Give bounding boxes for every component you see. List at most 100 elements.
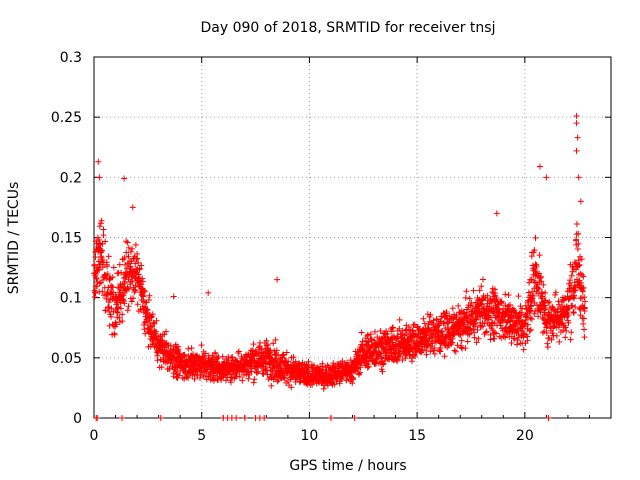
data-point [197, 374, 204, 381]
data-point [493, 330, 500, 337]
data-point [354, 365, 361, 372]
data-point [139, 292, 146, 299]
data-point [396, 325, 403, 332]
data-point [100, 226, 107, 233]
data-point [458, 344, 465, 351]
data-point [104, 263, 111, 270]
data-point [528, 316, 535, 323]
data-point [119, 415, 126, 421]
data-point [479, 276, 486, 283]
data-point [95, 158, 102, 165]
data-point [451, 347, 458, 354]
data-point [437, 345, 444, 352]
data-point [255, 368, 262, 375]
data-point [580, 320, 587, 327]
data-point [92, 254, 99, 261]
data-point [273, 347, 280, 354]
data-point [305, 363, 312, 370]
data-point [235, 348, 242, 355]
data-point [124, 284, 131, 291]
data-point [111, 331, 118, 338]
data-point [92, 274, 99, 281]
data-point [176, 350, 183, 357]
data-point [405, 324, 412, 331]
data-point [502, 334, 509, 341]
data-point [539, 314, 546, 321]
data-point [121, 300, 128, 307]
data-point [267, 347, 274, 354]
data-point [388, 328, 395, 335]
data-point [131, 286, 138, 293]
data-point [573, 120, 580, 127]
data-point [390, 324, 397, 331]
chart-title: Day 090 of 2018, SRMTID for receiver tns… [201, 20, 496, 36]
data-point [574, 245, 581, 252]
data-point [124, 307, 131, 314]
data-point [141, 288, 148, 295]
data-point [568, 272, 575, 279]
data-point [493, 210, 500, 217]
data-point [478, 283, 485, 290]
data-point [520, 346, 527, 353]
data-point [99, 264, 106, 271]
data-point [134, 250, 141, 257]
data-point [364, 331, 371, 338]
data-point [455, 302, 462, 309]
data-point [274, 378, 281, 385]
data-point [539, 293, 546, 300]
data-point [288, 384, 295, 391]
data-point [96, 280, 103, 287]
data-point [141, 319, 148, 326]
data-point [424, 325, 431, 332]
data-point [478, 301, 485, 308]
data-point [443, 309, 450, 316]
data-point [542, 289, 549, 296]
data-point [210, 377, 217, 384]
data-point [524, 321, 531, 328]
data-point [476, 287, 483, 294]
data-point [125, 244, 132, 251]
data-point [274, 276, 281, 283]
data-point [141, 287, 148, 294]
data-point [108, 305, 115, 312]
data-point [349, 380, 356, 387]
data-point [93, 240, 100, 247]
y-tick-label: 0.1 [60, 291, 82, 307]
y-tick-label: 0.3 [60, 50, 82, 66]
data-point [478, 309, 485, 316]
data-point [513, 341, 520, 348]
data-point [567, 336, 574, 343]
data-point [475, 335, 482, 342]
data-point [129, 245, 136, 252]
data-point [543, 324, 550, 331]
data-point [214, 355, 221, 362]
data-point [138, 262, 145, 269]
data-point [132, 241, 139, 248]
data-point [158, 337, 165, 344]
data-point [376, 351, 383, 358]
data-point [581, 326, 588, 333]
data-point [572, 287, 579, 294]
data-point [473, 339, 480, 346]
data-point [201, 354, 208, 361]
data-point [449, 335, 456, 342]
data-point [397, 353, 404, 360]
data-point [431, 350, 438, 357]
data-point [374, 334, 381, 341]
data-point [147, 322, 154, 329]
x-tick-label: 5 [197, 428, 206, 444]
data-point [380, 338, 387, 345]
data-point [130, 295, 137, 302]
data-point [555, 324, 562, 331]
data-point [91, 261, 98, 268]
data-point [233, 415, 240, 421]
data-point [378, 335, 385, 342]
data-point [123, 238, 130, 245]
data-point [534, 284, 541, 291]
data-point [408, 358, 415, 365]
data-point [114, 270, 121, 277]
y-axis-label: SRMTID / TECUs [6, 182, 22, 295]
data-point [572, 303, 579, 310]
data-point [487, 336, 494, 343]
